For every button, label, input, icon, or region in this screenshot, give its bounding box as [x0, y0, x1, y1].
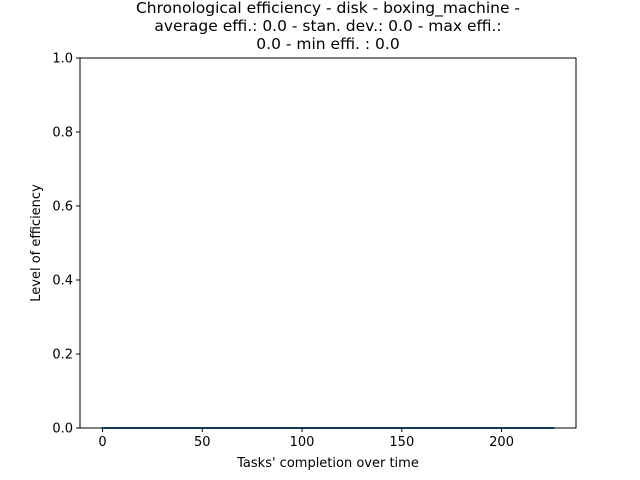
chart-title: Chronological efficiency - disk - boxing… [136, 0, 520, 53]
x-tick-label: 0 [98, 435, 106, 450]
x-tick-label: 200 [489, 435, 514, 450]
x-tick-label: 100 [290, 435, 315, 450]
y-tick-label: 0.8 [52, 126, 73, 141]
x-tick-label: 50 [194, 435, 211, 450]
y-tick-label: 0.4 [52, 274, 73, 289]
y-tick-label: 1.0 [52, 52, 73, 67]
y-tick-label: 0.6 [52, 200, 73, 215]
y-tick-label: 0.0 [52, 422, 73, 437]
title-line-2: average effi.: 0.0 - stan. dev.: 0.0 - m… [154, 17, 501, 35]
plot-area [80, 58, 576, 428]
x-axis-label: Tasks' completion over time [236, 456, 419, 471]
y-tick-label: 0.2 [52, 348, 73, 363]
title-line-1: Chronological efficiency - disk - boxing… [136, 0, 520, 18]
y-axis-ticks: 0.0 0.2 0.4 0.6 0.8 1.0 [52, 52, 80, 437]
x-tick-label: 150 [389, 435, 414, 450]
title-line-3: 0.0 - min effi. : 0.0 [256, 35, 399, 53]
y-axis-label: Level of efficiency [29, 184, 44, 302]
plot-frame [79, 57, 577, 429]
x-axis-ticks: 0 50 100 150 200 [98, 428, 514, 450]
